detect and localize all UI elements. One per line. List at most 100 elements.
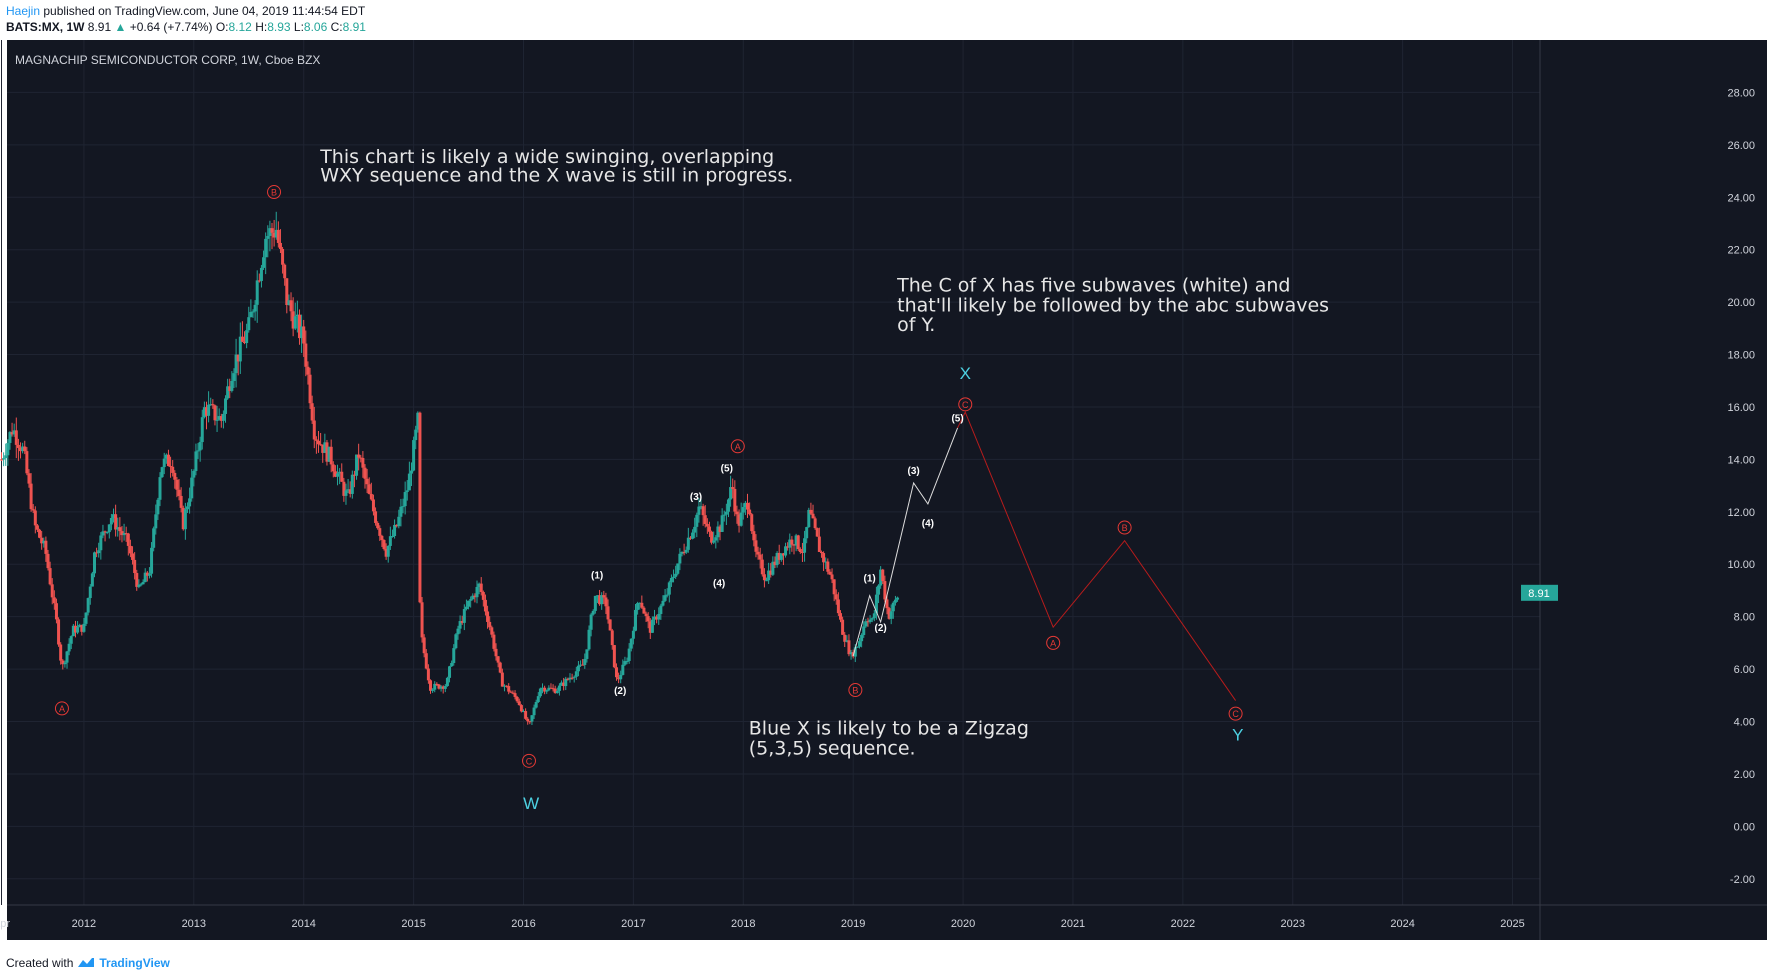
candle-body	[585, 649, 589, 659]
candle-body	[380, 535, 384, 541]
candle-body	[737, 514, 741, 526]
candle-body	[371, 499, 375, 512]
candle-body	[143, 572, 147, 583]
candle-body	[355, 454, 359, 476]
candle-body	[247, 317, 251, 331]
candle-body	[610, 630, 614, 646]
candle-body	[538, 688, 542, 697]
candle-body	[574, 671, 578, 677]
candle-body	[688, 537, 692, 539]
candle-body	[648, 621, 652, 633]
candle-body	[278, 242, 282, 249]
candle-body	[458, 621, 462, 629]
author-link[interactable]: Haejin	[6, 4, 41, 18]
candle-body	[209, 404, 213, 406]
candle-body	[784, 546, 788, 556]
candle-body	[746, 502, 750, 510]
candle-body	[655, 616, 659, 620]
candle-body	[699, 506, 703, 508]
wave-label-white: (2)	[614, 686, 626, 697]
candle-body	[393, 524, 397, 536]
chart-background	[7, 40, 1767, 940]
candle-body	[84, 612, 88, 624]
candle-body	[285, 278, 289, 305]
chart-annotation: Blue X is likely to be a Zigzag	[749, 718, 1029, 740]
y-tick-label: 2.00	[1734, 769, 1755, 781]
candle-body	[420, 602, 424, 638]
y-tick-label: -2.00	[1730, 874, 1755, 886]
candle-body	[238, 336, 242, 362]
candle-body	[893, 599, 897, 603]
candle-body	[765, 580, 769, 582]
candle-body	[388, 536, 392, 546]
candle-body	[116, 527, 120, 530]
candle-body	[790, 539, 794, 545]
candle-body	[752, 531, 756, 541]
candle-body	[703, 515, 707, 524]
candle-body	[560, 682, 564, 686]
candle-body	[243, 341, 247, 344]
candle-body	[386, 545, 390, 557]
candle-body	[16, 444, 20, 448]
candle-body	[295, 314, 299, 317]
tradingview-link[interactable]: TradingView	[99, 956, 170, 970]
wave-label-white: (1)	[591, 571, 603, 582]
candle-body	[631, 630, 635, 639]
candle-body	[640, 602, 644, 608]
candle-body	[152, 528, 156, 548]
candle-body	[363, 467, 367, 479]
open-value: 8.12	[228, 20, 252, 34]
candle-body	[813, 518, 817, 529]
candle-body	[107, 524, 111, 533]
candle-body	[268, 228, 272, 236]
candle-body	[128, 545, 132, 554]
candle-body	[454, 634, 458, 649]
wave-label-white: (5)	[721, 463, 733, 474]
candle-body	[710, 531, 714, 543]
candle-body	[162, 458, 166, 468]
candle-body	[27, 473, 31, 484]
high-value: 8.93	[267, 20, 291, 34]
candle-body	[289, 300, 293, 312]
candle-body	[481, 592, 485, 600]
last-price: 8.91	[87, 20, 112, 34]
candle-body	[145, 572, 149, 576]
candle-body	[792, 544, 796, 546]
candle-body	[541, 687, 545, 689]
candle-body	[498, 662, 502, 673]
candle-body	[321, 444, 325, 453]
candle-body	[333, 471, 337, 477]
candle-body	[78, 624, 82, 628]
candle-body	[192, 470, 196, 478]
wave-label-circle	[54, 701, 69, 716]
candle-body	[133, 559, 137, 574]
candle-body	[283, 264, 287, 279]
candle-body	[557, 685, 561, 691]
close-value: 8.91	[342, 20, 366, 34]
candle-body	[12, 430, 16, 435]
chart-annotation: of Y.	[897, 314, 935, 336]
candle-body	[714, 537, 718, 541]
y-tick-label: 18.00	[1727, 350, 1755, 362]
candle-body	[826, 561, 830, 572]
candle-body	[251, 311, 255, 313]
candle-body	[720, 515, 724, 532]
candle-body	[488, 621, 492, 628]
candle-body	[547, 687, 551, 691]
candle-body	[707, 526, 711, 532]
candle-body	[513, 693, 517, 697]
candle-body	[838, 613, 842, 620]
x-tick-label: 2024	[1390, 918, 1414, 930]
y-tick-label: 28.00	[1727, 87, 1755, 99]
candle-body	[82, 623, 86, 632]
candle-body	[606, 606, 610, 620]
candle-body	[500, 672, 504, 687]
candle-body	[824, 561, 828, 563]
wave-label-red: C	[962, 400, 969, 410]
candle-body	[114, 514, 118, 530]
candle-body	[228, 386, 232, 391]
candle-body	[88, 586, 92, 599]
candle-body	[741, 507, 745, 513]
candle-body	[553, 688, 557, 694]
